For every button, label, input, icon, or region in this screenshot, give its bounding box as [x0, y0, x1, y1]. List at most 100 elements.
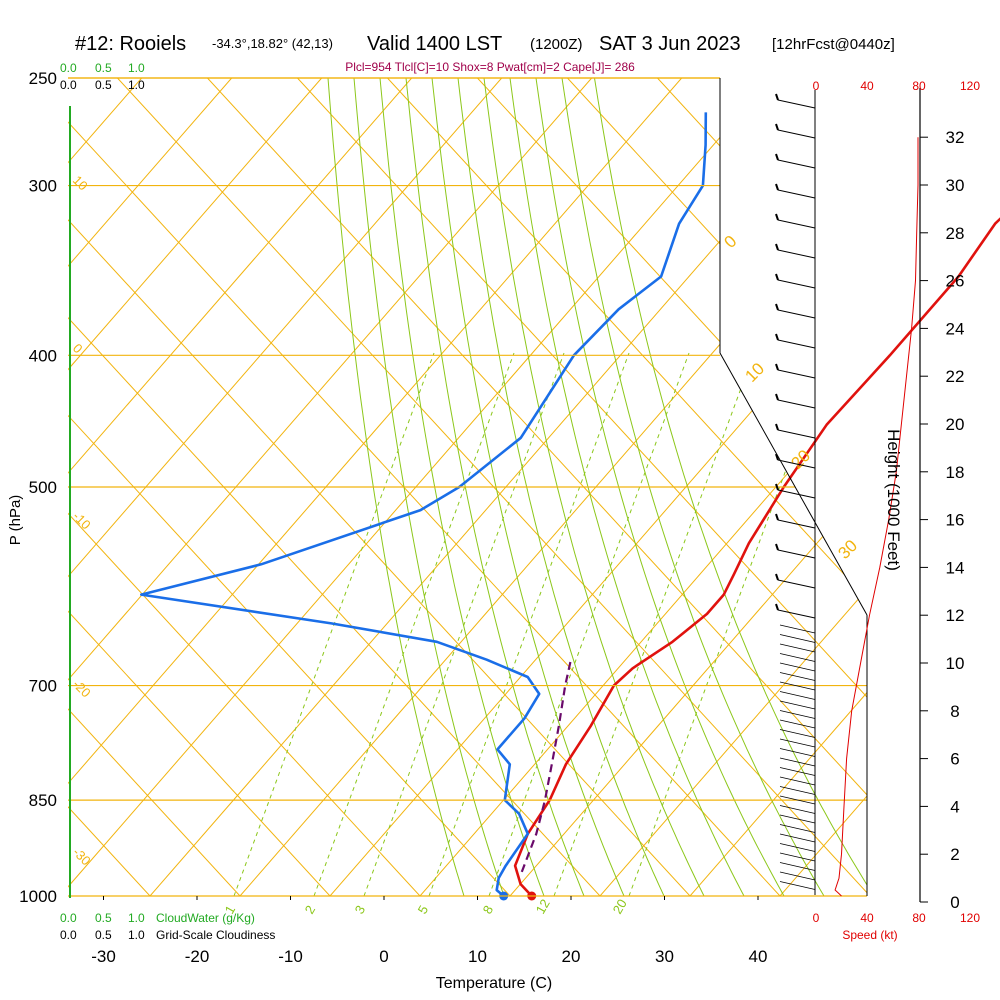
zulu-time: (1200Z) — [530, 36, 583, 53]
mixing-ratio-line — [363, 352, 565, 896]
moist-adiabat-line — [457, 78, 665, 896]
wind-barb — [779, 748, 816, 757]
cloudiness-tick-bottom-1: 0.5 — [95, 928, 112, 942]
temperature-tick-label: 0 — [379, 947, 388, 966]
y-axis-title: P (hPa) — [7, 495, 24, 546]
height-tick-label: 28 — [946, 224, 965, 243]
wind-barb — [779, 691, 816, 700]
wind-barb — [779, 814, 816, 824]
x-axis-title: Temperature (C) — [436, 975, 552, 992]
station-coords: -34.3°,18.82° (42,13) — [212, 36, 333, 51]
cloudiness-tick-top-2: 1.0 — [128, 78, 145, 92]
moist-adiabat-line — [535, 78, 785, 896]
cloudwater-tick-top-0: 0.0 — [60, 61, 77, 75]
wind-barb — [777, 129, 816, 139]
isotherm-line — [599, 78, 867, 896]
sounding-indices: Plcl=954 Tlcl[C]=10 Shox=8 Pwat[cm]=2 Ca… — [345, 60, 635, 74]
wind-barb — [779, 757, 816, 767]
wind-barb — [779, 805, 816, 814]
wind-barb — [777, 339, 816, 349]
wind-barb — [779, 824, 816, 833]
wind-barb — [777, 189, 816, 199]
wind-barb — [777, 309, 816, 319]
forecast-date: SAT 3 Jun 2023 — [599, 33, 741, 55]
height-tick-label: 4 — [950, 797, 959, 816]
moist-adiabat-line — [431, 78, 625, 896]
temperature-tick-label: 20 — [562, 947, 581, 966]
wind-barb — [779, 672, 816, 681]
wind-barb — [777, 459, 816, 469]
wind-barb-feather — [775, 123, 779, 131]
pressure-tick-1000: 1000 — [19, 887, 57, 906]
cloudiness-tick-bottom-2: 1.0 — [128, 928, 145, 942]
wind-barb-feather — [775, 513, 779, 521]
cloudwater-label: CloudWater (g/Kg) — [156, 911, 255, 925]
wind-barb — [777, 219, 816, 229]
wind-barb-feather — [775, 183, 779, 191]
height-tick-label: 12 — [946, 606, 965, 625]
forecast-run: [12hrFcst@0440z] — [772, 36, 895, 53]
wind-barb — [779, 881, 816, 890]
pressure-tick-250: 250 — [29, 69, 57, 88]
wind-barb — [777, 369, 816, 379]
cloudwater-tick-top-2: 1.0 — [128, 61, 145, 75]
height-tick-label: 2 — [950, 845, 959, 864]
moist-adiabat-line — [483, 78, 705, 896]
height-tick-label: 18 — [946, 463, 965, 482]
wind-barb — [779, 843, 816, 852]
wind-barb-feather — [775, 273, 779, 281]
pressure-tick-850: 850 — [29, 791, 57, 810]
wind-barb — [779, 776, 816, 786]
wind-barb — [779, 624, 816, 634]
wind-barb — [779, 710, 816, 719]
height-tick-label: 14 — [946, 558, 965, 577]
moist-adiabat-line — [379, 78, 545, 896]
temperature-tick-label: 30 — [655, 947, 674, 966]
wind-speed-label: Speed (kt) — [842, 928, 897, 942]
wind-barb — [777, 399, 816, 409]
height-tick-label: 22 — [946, 367, 965, 386]
wind-barb — [777, 549, 816, 559]
wind-barb-feather — [775, 363, 779, 371]
wind-tick-top-2: 80 — [912, 79, 926, 93]
wind-tick-bottom-2: 80 — [912, 911, 926, 925]
wind-barb-feather — [775, 393, 779, 401]
wind-barb — [777, 159, 816, 169]
wind-barb-feather — [775, 93, 779, 101]
temperature-tick-label: -10 — [278, 947, 303, 966]
cloudwater-tick-top-1: 0.5 — [95, 61, 112, 75]
wind-barb-feather — [775, 453, 779, 461]
dry-adiabat-line — [567, 78, 867, 896]
height-tick-label: 0 — [950, 893, 959, 912]
height-tick-label: 26 — [946, 272, 965, 291]
wind-barb-feather — [775, 303, 779, 311]
cloudwater-tick-bottom-1: 0.5 — [95, 911, 112, 925]
height-tick-label: 6 — [950, 750, 959, 769]
cloudwater-tick-bottom-0: 0.0 — [60, 911, 77, 925]
wind-barb — [779, 662, 816, 672]
wind-barb-feather — [775, 573, 779, 581]
isotherm-line — [689, 78, 867, 896]
height-tick-label: 16 — [946, 511, 965, 530]
wind-barb — [779, 852, 816, 862]
wind-barb-feather — [775, 543, 779, 551]
wind-barb — [777, 609, 816, 619]
pressure-tick-500: 500 — [29, 478, 57, 497]
temperature-tick-label: -30 — [91, 947, 116, 966]
wind-barb — [779, 862, 816, 871]
height-tick-label: 32 — [946, 128, 965, 147]
wind-barb-feather — [775, 333, 779, 341]
wind-barb-feather — [775, 153, 779, 161]
wind-barb — [777, 99, 816, 109]
wind-barb — [779, 795, 816, 805]
wind-barb — [779, 634, 816, 643]
temperature-tick-label: 40 — [749, 947, 768, 966]
isotherm-line — [68, 78, 413, 896]
height-axis-title: Height (1000 Feet) — [884, 429, 903, 571]
cloudiness-tick-top-1: 0.5 — [95, 78, 112, 92]
dry-adiabat-line — [68, 78, 241, 896]
temperature-tick-label: -20 — [185, 947, 210, 966]
wind-tick-bottom-1: 40 — [860, 911, 874, 925]
wind-barb — [779, 643, 816, 653]
